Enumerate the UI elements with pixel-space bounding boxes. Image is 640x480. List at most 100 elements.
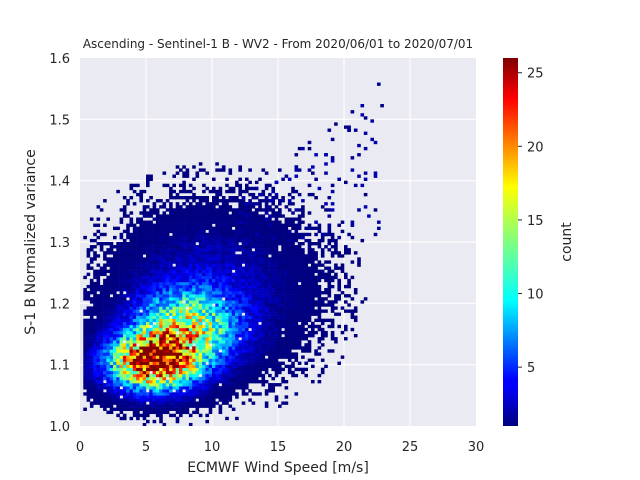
- heatmap-cell: [175, 358, 180, 362]
- heatmap-cell: [281, 312, 285, 316]
- heatmap-cell: [235, 352, 239, 356]
- heatmap-cell: [363, 171, 368, 175]
- heatmap-cell: [225, 269, 229, 273]
- heatmap-cell: [179, 294, 183, 298]
- heatmap-cell: [172, 398, 176, 402]
- heatmap-cell: [175, 257, 180, 261]
- heatmap-cell: [294, 278, 299, 283]
- heatmap-cell: [188, 220, 193, 224]
- heatmap-cell: [254, 309, 259, 313]
- heatmap-cell: [202, 312, 206, 316]
- heatmap-cell: [113, 361, 117, 365]
- heatmap-cell: [228, 189, 233, 194]
- heatmap-cell: [188, 389, 193, 393]
- heatmap-cell: [152, 232, 157, 237]
- heatmap-cell: [93, 297, 97, 301]
- heatmap-cell: [215, 373, 219, 378]
- heatmap-cell: [287, 275, 292, 280]
- heatmap-cell: [139, 303, 143, 307]
- heatmap-cell: [208, 254, 213, 258]
- heatmap-cell: [294, 208, 299, 212]
- heatmap-cell: [155, 284, 160, 289]
- heatmap-cell: [152, 343, 157, 347]
- heatmap-cell: [129, 284, 134, 289]
- heatmap-cell: [258, 260, 262, 264]
- heatmap-cell: [96, 343, 101, 347]
- heatmap-cell: [347, 294, 351, 298]
- heatmap-cell: [152, 278, 157, 283]
- heatmap-cell: [132, 324, 137, 329]
- heatmap-cell: [175, 364, 180, 369]
- heatmap-cell: [297, 257, 302, 261]
- heatmap-cell: [106, 370, 110, 375]
- heatmap-cell: [258, 272, 262, 277]
- heatmap-cell: [146, 174, 150, 178]
- heatmap-cell: [314, 324, 318, 329]
- heatmap-cell: [106, 324, 110, 329]
- y-tick-label: 1.3: [49, 236, 70, 251]
- heatmap-cell: [215, 401, 219, 405]
- heatmap-cell: [119, 312, 124, 316]
- heatmap-cell: [159, 242, 163, 246]
- heatmap-cell: [93, 334, 97, 338]
- heatmap-cell: [307, 251, 312, 255]
- heatmap-cell: [274, 238, 279, 243]
- heatmap-cell: [284, 303, 289, 307]
- heatmap-cell: [304, 254, 308, 258]
- heatmap-cell: [159, 321, 163, 326]
- heatmap-cell: [235, 269, 239, 273]
- colorbar-tick-label: 5: [527, 361, 535, 376]
- heatmap-cell: [86, 330, 91, 335]
- heatmap-cell: [119, 232, 124, 237]
- heatmap-cell: [218, 168, 223, 172]
- heatmap-cell: [195, 367, 200, 372]
- heatmap-cell: [264, 232, 269, 237]
- heatmap-cell: [172, 229, 176, 234]
- heatmap-cell: [129, 235, 134, 240]
- heatmap-cell: [198, 306, 203, 310]
- heatmap-cell: [179, 229, 183, 234]
- heatmap-cell: [287, 223, 292, 227]
- heatmap-cell: [122, 251, 127, 255]
- heatmap-cell: [149, 340, 153, 344]
- heatmap-cell: [281, 223, 285, 227]
- heatmap-cell: [152, 404, 157, 408]
- y-axis-label: S-1 B Normalized variance: [23, 149, 39, 334]
- heatmap-cell: [218, 288, 223, 292]
- heatmap-cell: [291, 294, 295, 298]
- heatmap-cell: [89, 318, 94, 323]
- heatmap-cell: [146, 343, 150, 347]
- heatmap-cell: [172, 364, 176, 369]
- heatmap-cell: [208, 386, 213, 390]
- heatmap-cell: [205, 257, 209, 261]
- heatmap-cell: [304, 327, 308, 332]
- heatmap-cell: [248, 192, 252, 197]
- heatmap-cell: [136, 413, 140, 418]
- heatmap-cell: [251, 229, 256, 234]
- heatmap-cell: [373, 174, 378, 178]
- heatmap-cell: [208, 288, 213, 292]
- heatmap-cell: [235, 367, 239, 372]
- heatmap-cell: [278, 334, 282, 338]
- heatmap-cell: [297, 306, 302, 310]
- heatmap-cell: [149, 251, 153, 255]
- heatmap-cell: [179, 300, 183, 304]
- heatmap-cell: [278, 327, 282, 332]
- heatmap-cell: [188, 330, 193, 335]
- heatmap-cell: [172, 361, 176, 365]
- heatmap-cell: [294, 291, 299, 295]
- heatmap-cell: [334, 263, 338, 267]
- heatmap-cell: [172, 248, 176, 252]
- heatmap-cell: [106, 364, 110, 369]
- heatmap-cell: [185, 398, 190, 402]
- heatmap-cell: [291, 361, 295, 365]
- heatmap-cell: [179, 275, 183, 280]
- heatmap-cell: [179, 288, 183, 292]
- heatmap-cell: [238, 297, 242, 301]
- heatmap-cell: [231, 229, 236, 234]
- heatmap-cell: [271, 288, 275, 292]
- heatmap-cell: [311, 297, 315, 301]
- heatmap-cell: [317, 297, 322, 301]
- heatmap-cell: [225, 309, 229, 313]
- heatmap-cell: [221, 269, 226, 273]
